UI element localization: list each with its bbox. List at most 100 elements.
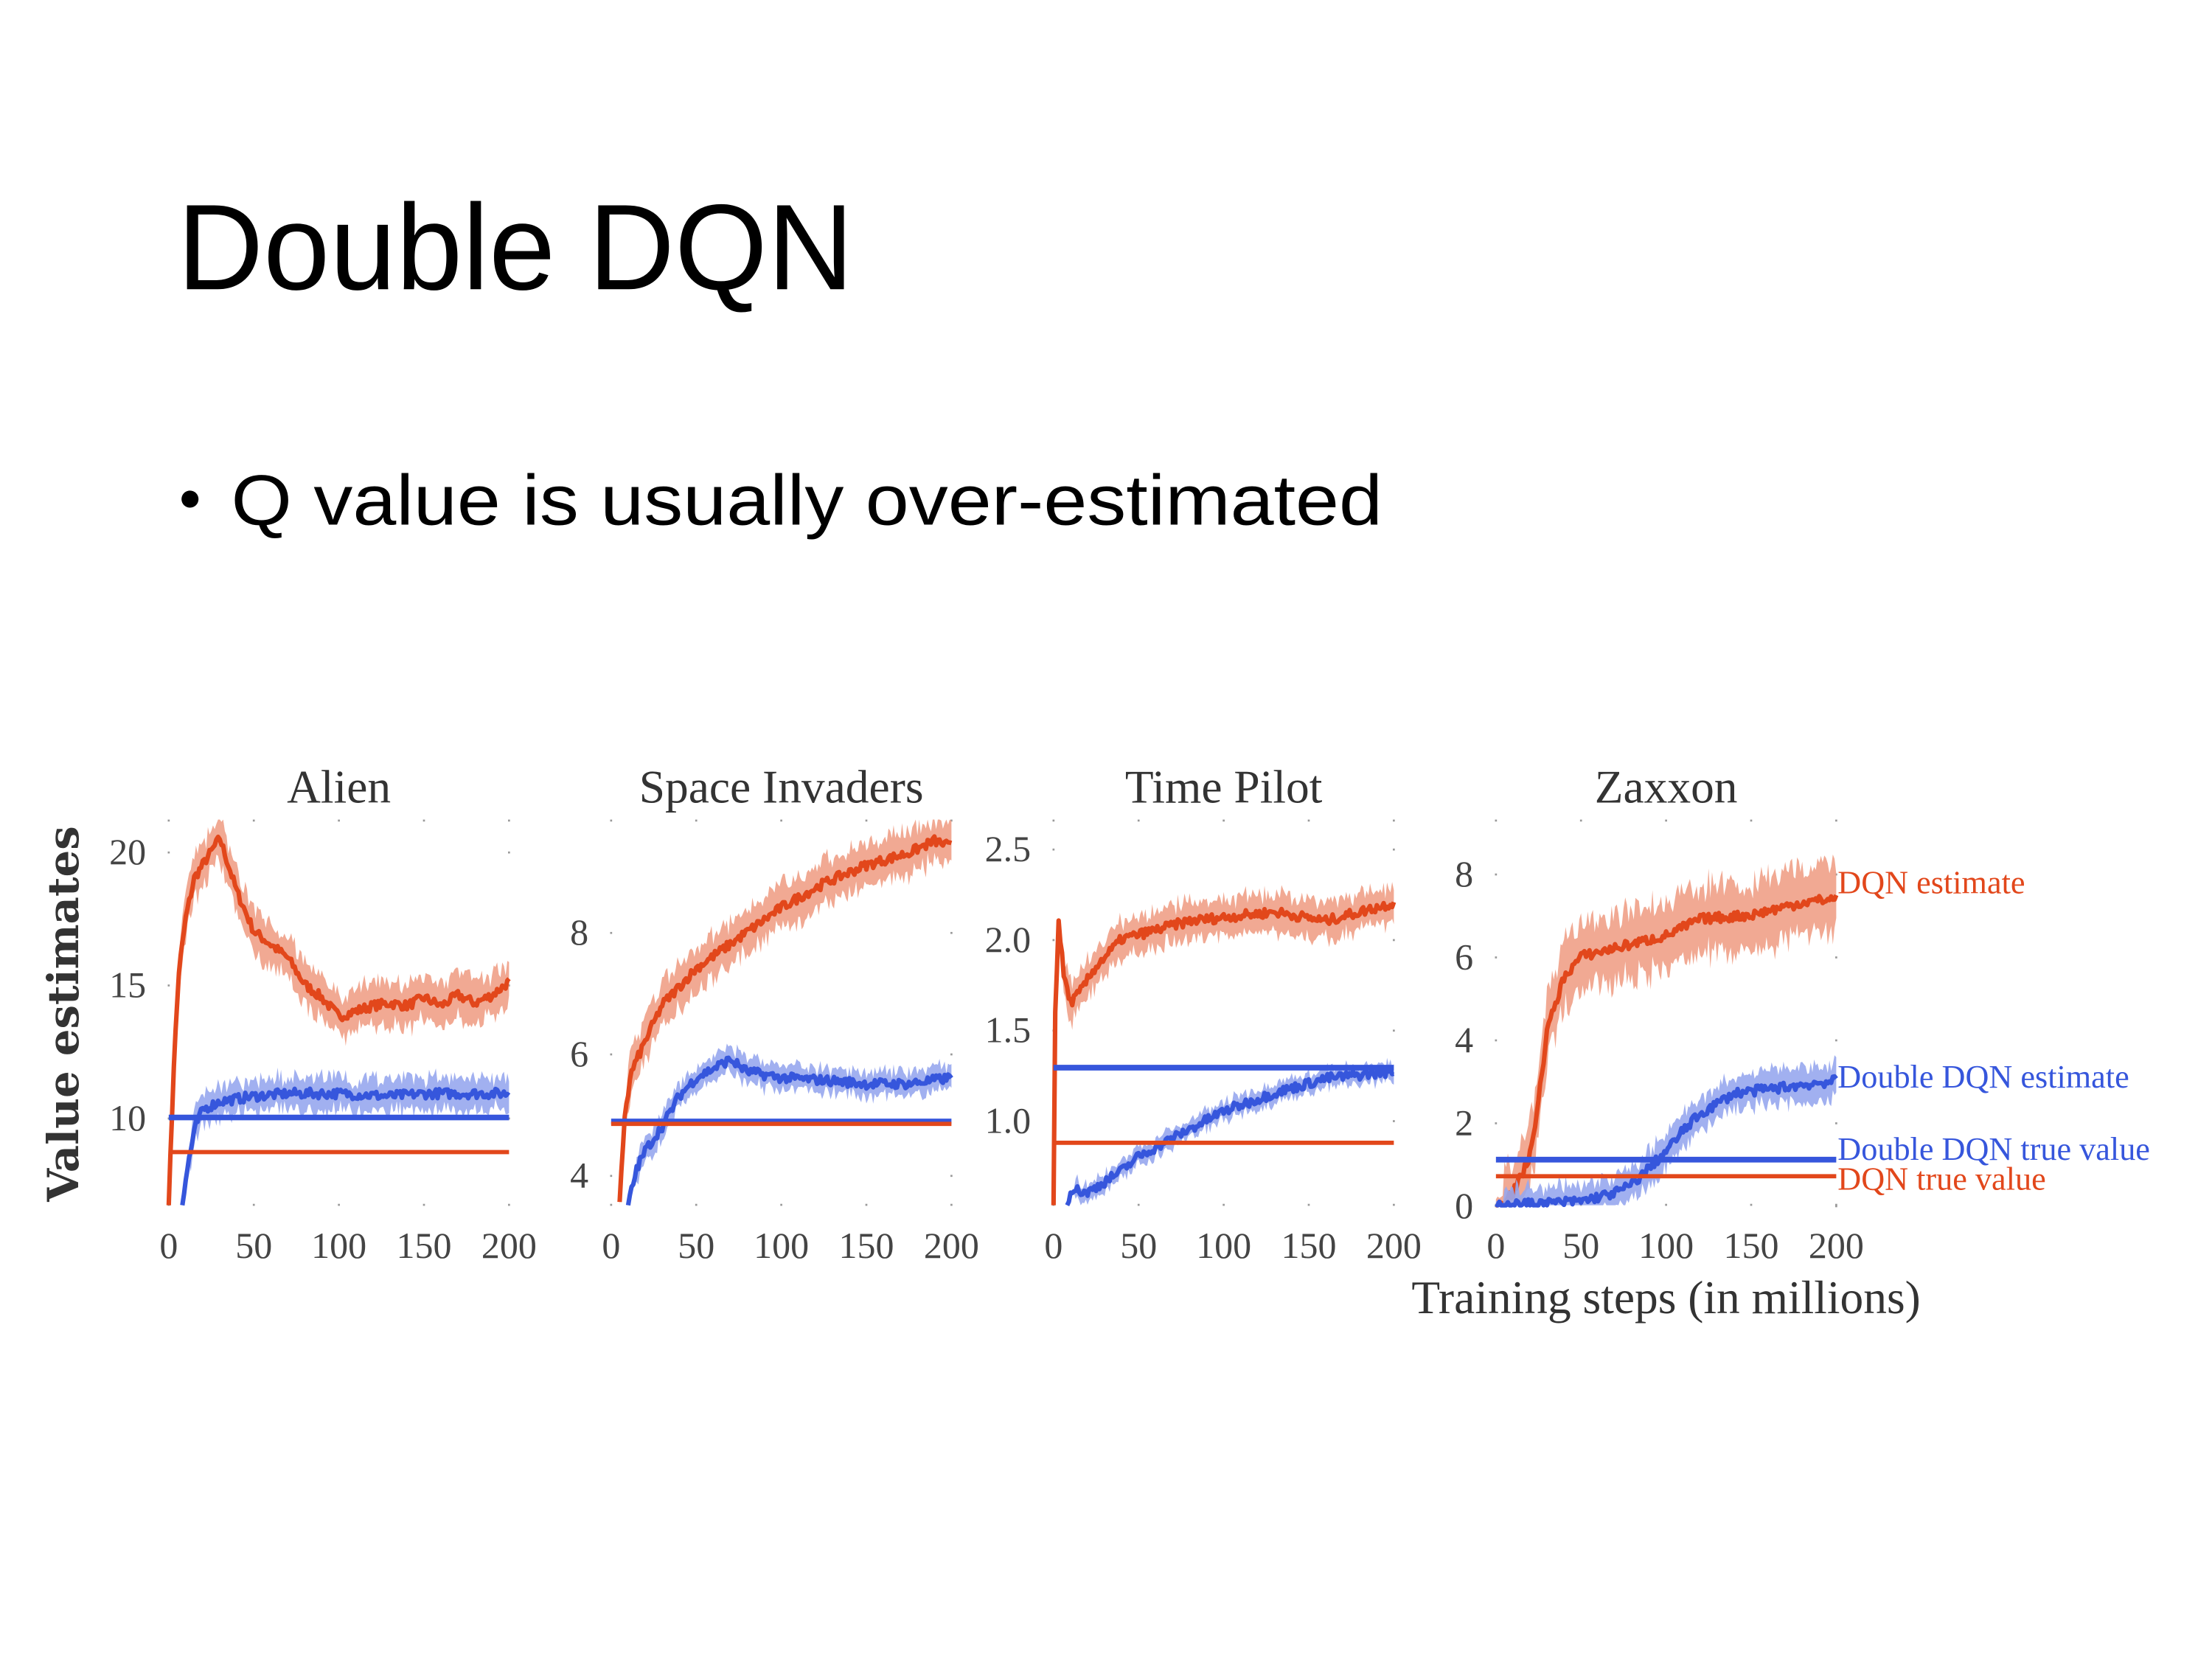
dqn-estimate-line bbox=[1051, 900, 1397, 1206]
tick-mark bbox=[167, 819, 170, 822]
ddqn-estimate-line bbox=[1495, 1074, 1838, 1208]
tick-mark bbox=[610, 819, 613, 822]
x-tick-label: 200 bbox=[1809, 1225, 1864, 1266]
legend-dqn-estimate: DQN estimate bbox=[1837, 865, 2025, 901]
x-tick-label: 0 bbox=[602, 1225, 620, 1266]
tick-mark bbox=[167, 851, 170, 854]
x-tick-label: 50 bbox=[1120, 1225, 1157, 1266]
tick-mark bbox=[422, 1203, 425, 1206]
tick-mark bbox=[1137, 1203, 1140, 1206]
tick-mark bbox=[1393, 939, 1395, 942]
dqn-estimate-line bbox=[1495, 894, 1839, 1208]
tick-mark bbox=[1393, 1029, 1395, 1032]
y-tick-label: 15 bbox=[109, 964, 146, 1006]
y-tick-label: 8 bbox=[570, 911, 588, 953]
tick-mark bbox=[1495, 956, 1498, 959]
chart-title: Zaxxon bbox=[1595, 760, 1738, 813]
tick-mark bbox=[1393, 1203, 1395, 1206]
dqn-estimate-line bbox=[617, 834, 953, 1203]
ddqn-estimate-line bbox=[625, 1055, 953, 1206]
tick-mark bbox=[780, 1203, 782, 1206]
tick-mark bbox=[338, 1203, 340, 1206]
chart-panel-time-pilot: Time Pilot 0 50 100 150 200 2.5 2.0 1.5 1.0 bbox=[985, 760, 1422, 1265]
tick-mark bbox=[780, 819, 782, 822]
x-tick-label: 200 bbox=[924, 1225, 979, 1266]
chart-panel-alien: Alien 0 50 100 150 200 20 15 10 bbox=[109, 760, 537, 1265]
tick-mark bbox=[695, 1203, 698, 1206]
tick-mark bbox=[1835, 956, 1837, 959]
x-tick-label: 150 bbox=[839, 1225, 894, 1266]
tick-mark bbox=[610, 931, 613, 934]
tick-mark bbox=[1052, 848, 1055, 851]
y-tick-label: 1.0 bbox=[985, 1100, 1032, 1141]
y-tick-label: 8 bbox=[1455, 853, 1473, 894]
x-tick-label: 200 bbox=[1366, 1225, 1422, 1266]
tick-mark bbox=[1052, 939, 1055, 942]
dqn-estimate-line bbox=[166, 834, 511, 1206]
tick-mark bbox=[1835, 819, 1837, 822]
y-tick-label: 0 bbox=[1455, 1185, 1473, 1226]
x-tick-label: 150 bbox=[1281, 1225, 1337, 1266]
tick-mark bbox=[1393, 848, 1395, 851]
x-tick-label: 200 bbox=[481, 1225, 537, 1266]
y-tick-label: 6 bbox=[1455, 936, 1473, 977]
tick-mark bbox=[1393, 1120, 1395, 1122]
x-tick-label: 50 bbox=[235, 1225, 272, 1266]
tick-mark bbox=[695, 819, 698, 822]
tick-mark bbox=[1307, 1203, 1310, 1206]
tick-mark bbox=[1307, 819, 1310, 822]
x-tick-label: 0 bbox=[1044, 1225, 1062, 1266]
tick-mark bbox=[1222, 819, 1225, 822]
x-tick-label: 150 bbox=[1724, 1225, 1779, 1266]
tick-mark bbox=[167, 984, 170, 987]
ddqn-estimate-line bbox=[1065, 1065, 1395, 1206]
tick-mark bbox=[1750, 1203, 1753, 1206]
y-tick-label: 2 bbox=[1455, 1102, 1473, 1143]
y-tick-label: 2.5 bbox=[985, 828, 1032, 869]
y-tick-label: 20 bbox=[109, 831, 146, 872]
ddqn-estimate-line bbox=[180, 1086, 511, 1206]
x-axis-label: Training steps (in millions) bbox=[1411, 1271, 1920, 1324]
tick-mark bbox=[1222, 1203, 1225, 1206]
x-tick-label: 100 bbox=[754, 1225, 809, 1266]
legend-ddqn-estimate: Double DQN estimate bbox=[1837, 1059, 2129, 1095]
y-tick-label: 2.0 bbox=[985, 919, 1032, 960]
x-tick-label: 100 bbox=[1638, 1225, 1694, 1266]
tick-mark bbox=[950, 1175, 953, 1178]
tick-mark bbox=[1137, 819, 1140, 822]
tick-mark bbox=[865, 819, 868, 822]
tick-mark bbox=[252, 819, 255, 822]
tick-mark bbox=[508, 851, 510, 854]
y-tick-label: 4 bbox=[570, 1155, 588, 1196]
chart-title: Alien bbox=[287, 760, 391, 813]
x-tick-label: 0 bbox=[159, 1225, 178, 1266]
tick-mark bbox=[1835, 1203, 1837, 1206]
ddqn-estimate-band bbox=[182, 1067, 509, 1206]
tick-mark bbox=[1495, 1039, 1498, 1042]
bullet-dot-icon bbox=[181, 490, 199, 508]
tick-mark bbox=[1665, 1203, 1667, 1206]
tick-mark bbox=[1495, 819, 1498, 822]
tick-mark bbox=[950, 1053, 953, 1056]
x-tick-label: 150 bbox=[397, 1225, 452, 1266]
tick-mark bbox=[865, 1203, 868, 1206]
tick-mark bbox=[610, 1203, 613, 1206]
tick-mark bbox=[1495, 873, 1498, 876]
tick-mark bbox=[1393, 819, 1395, 822]
tick-mark bbox=[1835, 1205, 1837, 1208]
tick-mark bbox=[338, 819, 340, 822]
x-tick-label: 50 bbox=[678, 1225, 714, 1266]
tick-mark bbox=[1835, 1122, 1837, 1124]
chart-title: Space Invaders bbox=[639, 760, 924, 813]
y-tick-label: 10 bbox=[109, 1097, 146, 1138]
tick-mark bbox=[508, 819, 510, 822]
tick-mark bbox=[508, 1203, 510, 1206]
tick-mark bbox=[1665, 819, 1667, 822]
y-tick-label: 1.5 bbox=[985, 1009, 1032, 1051]
y-tick-label: 4 bbox=[1455, 1019, 1473, 1060]
dqn-estimate-band bbox=[619, 819, 952, 1206]
tick-mark bbox=[1495, 1122, 1498, 1124]
ddqn-estimate-band bbox=[1495, 1055, 1837, 1206]
